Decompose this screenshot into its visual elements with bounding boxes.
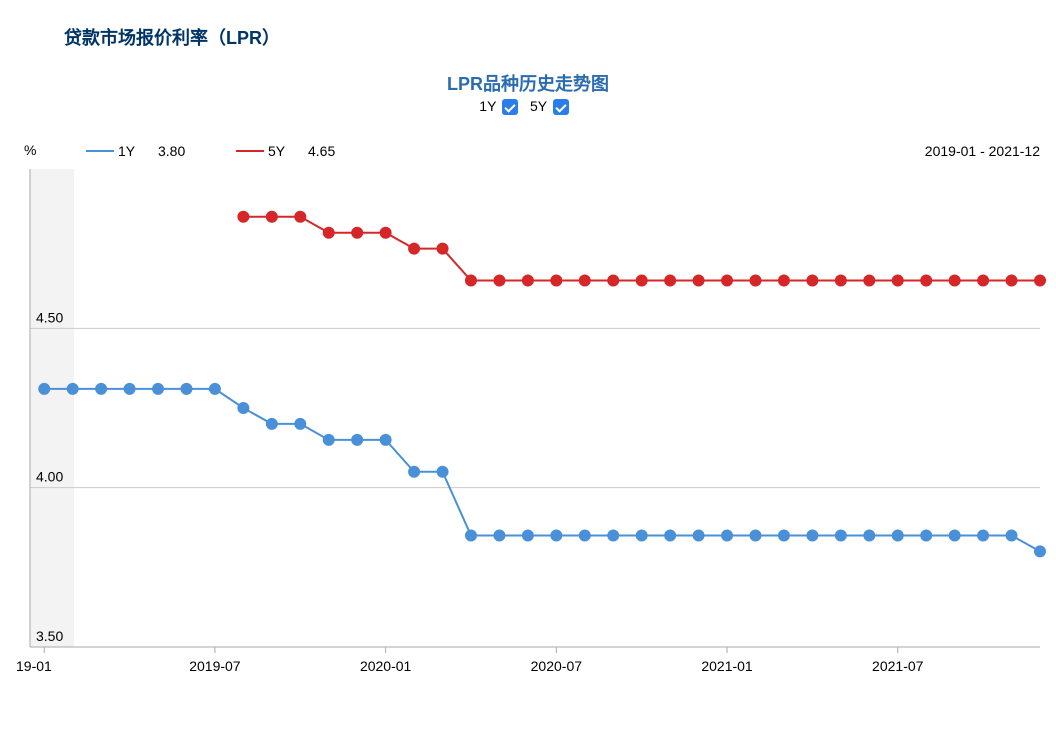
series-marker-5Y [522, 275, 533, 286]
legend-name: 1Y [118, 143, 136, 159]
lpr-line-chart: 3.50 4.00 4.50% 1Y 3.80 5Y 4.65 2019-01 - 2021-… [0, 127, 1056, 687]
x-tick-label: 2020-07 [531, 658, 583, 674]
series-marker-5Y [266, 212, 277, 223]
series-marker-1Y [465, 530, 476, 541]
y-tick-label: 4.00 [36, 469, 63, 485]
toggle-5y-label: 5Y [530, 98, 547, 114]
series-marker-1Y [892, 530, 903, 541]
series-marker-1Y [949, 530, 960, 541]
date-range-label: 2019-01 - 2021-12 [925, 143, 1040, 159]
series-marker-5Y [380, 228, 391, 239]
series-marker-1Y [1035, 546, 1046, 557]
series-line-5Y [243, 217, 1040, 281]
series-line-1Y [44, 389, 1040, 552]
legend-value: 4.65 [308, 143, 335, 159]
chart-container: 3.50 4.00 4.50% 1Y 3.80 5Y 4.65 2019-01 - 2021-… [0, 127, 1056, 687]
toggle-5y-checkbox[interactable] [553, 99, 569, 115]
series-marker-1Y [608, 530, 619, 541]
page-title: 贷款市场报价利率（LPR） [0, 0, 1056, 58]
chart-title: LPR品种历史走势图 [0, 70, 1056, 96]
series-marker-1Y [778, 530, 789, 541]
series-marker-1Y [978, 530, 989, 541]
series-marker-5Y [835, 275, 846, 286]
series-marker-5Y [636, 275, 647, 286]
series-marker-1Y [295, 419, 306, 430]
series-marker-5Y [722, 275, 733, 286]
legend-name: 5Y [268, 143, 286, 159]
series-marker-5Y [864, 275, 875, 286]
series-marker-1Y [181, 384, 192, 395]
series-marker-5Y [323, 228, 334, 239]
series-marker-1Y [153, 384, 164, 395]
x-tick-label: 2020-01 [360, 658, 412, 674]
series-marker-5Y [551, 275, 562, 286]
series-marker-1Y [665, 530, 676, 541]
series-marker-1Y [522, 530, 533, 541]
y-unit-label: % [24, 142, 36, 158]
series-marker-5Y [978, 275, 989, 286]
x-tick-label: 19-01 [16, 658, 52, 674]
series-marker-1Y [921, 530, 932, 541]
y-tick-label: 4.50 [36, 310, 63, 326]
series-marker-5Y [665, 275, 676, 286]
series-marker-1Y [209, 384, 220, 395]
series-marker-1Y [67, 384, 78, 395]
series-toggle-row: 1Y 5Y [0, 98, 1056, 115]
toggle-1y-label: 1Y [479, 98, 496, 114]
series-marker-5Y [693, 275, 704, 286]
series-marker-1Y [437, 467, 448, 478]
legend-value: 3.80 [158, 143, 185, 159]
series-marker-5Y [437, 243, 448, 254]
y-label-strip [30, 169, 74, 647]
series-marker-5Y [409, 243, 420, 254]
series-marker-5Y [352, 228, 363, 239]
series-marker-1Y [96, 384, 107, 395]
series-marker-1Y [380, 435, 391, 446]
series-marker-1Y [693, 530, 704, 541]
series-marker-1Y [494, 530, 505, 541]
series-marker-5Y [494, 275, 505, 286]
series-marker-5Y [1006, 275, 1017, 286]
series-marker-1Y [352, 435, 363, 446]
x-tick-label: 2021-01 [701, 658, 753, 674]
series-marker-1Y [807, 530, 818, 541]
series-marker-5Y [295, 212, 306, 223]
series-marker-5Y [892, 275, 903, 286]
series-marker-1Y [39, 384, 50, 395]
series-marker-1Y [124, 384, 135, 395]
series-marker-5Y [238, 212, 249, 223]
series-marker-5Y [579, 275, 590, 286]
series-marker-5Y [807, 275, 818, 286]
series-marker-5Y [921, 275, 932, 286]
series-marker-1Y [409, 467, 420, 478]
series-marker-1Y [636, 530, 647, 541]
series-marker-1Y [835, 530, 846, 541]
series-marker-5Y [608, 275, 619, 286]
series-marker-5Y [750, 275, 761, 286]
series-marker-5Y [778, 275, 789, 286]
series-marker-1Y [323, 435, 334, 446]
series-marker-1Y [750, 530, 761, 541]
series-marker-5Y [465, 275, 476, 286]
series-marker-5Y [1035, 275, 1046, 286]
series-marker-1Y [579, 530, 590, 541]
toggle-1y-checkbox[interactable] [502, 99, 518, 115]
series-marker-5Y [949, 275, 960, 286]
series-marker-1Y [238, 403, 249, 414]
y-tick-label: 3.50 [36, 628, 63, 644]
x-tick-label: 2019-07 [189, 658, 241, 674]
series-marker-1Y [266, 419, 277, 430]
series-marker-1Y [722, 530, 733, 541]
series-marker-1Y [864, 530, 875, 541]
series-marker-1Y [1006, 530, 1017, 541]
x-tick-label: 2021-07 [872, 658, 924, 674]
series-marker-1Y [551, 530, 562, 541]
